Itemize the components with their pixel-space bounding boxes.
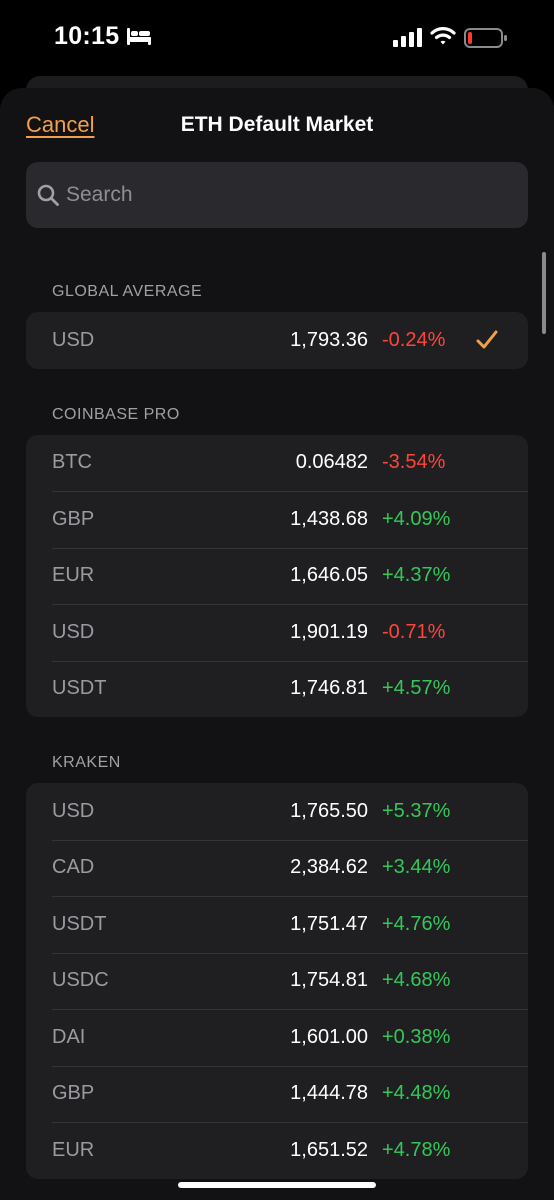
price-value: 1,765.50 [290,799,368,822]
currency-label: DAI [52,1025,86,1048]
change-percent: -3.54% [382,451,446,474]
battery-low-icon [464,28,507,48]
price-value: 1,601.00 [290,1025,368,1048]
change-percent: +4.37% [382,564,451,587]
price-value: 1,746.81 [290,677,368,700]
search-icon [37,184,59,206]
market-row[interactable]: USDT 1,751.47 +4.76% [26,896,528,953]
currency-label: EUR [52,1138,95,1161]
currency-label: GBP [52,1082,95,1105]
price-value: 1,751.47 [290,912,368,935]
change-percent: -0.71% [382,620,446,643]
market-row[interactable]: USDC 1,754.81 +4.68% [26,952,528,1010]
change-percent: +5.37% [382,799,451,822]
checkmark-icon [476,330,498,349]
currency-label: GBP [52,507,95,530]
change-percent: +4.78% [382,1138,451,1161]
market-group: BTC 0.06482 -3.54% GBP 1,438.68 +4.09% EUR 1,64… [26,434,528,718]
market-row[interactable]: GBP 1,444.78 +4.48% [26,1065,528,1123]
market-row[interactable]: DAI 1,601.00 +0.38% [26,1009,528,1066]
market-row[interactable]: CAD 2,384.62 +3.44% [26,839,528,897]
market-row[interactable]: EUR 1,651.52 +4.78% [26,1122,528,1179]
market-list: GLOBAL AVERAGE USD 1,793.36 -0.24% COINBASE … [26,268,528,1200]
market-row[interactable]: USD 1,765.50 +5.37% [26,783,528,840]
price-value: 1,754.81 [290,969,368,992]
price-value: 1,793.36 [290,328,368,351]
change-percent: +3.44% [382,856,451,879]
change-percent: +0.38% [382,1025,451,1048]
change-percent: +4.09% [382,507,451,530]
navigation-bar: Cancel ETH Default Market [0,88,554,162]
scroll-indicator[interactable] [542,252,546,334]
status-time: 10:15 [54,22,120,50]
currency-label: CAD [52,856,95,879]
market-row[interactable]: EUR 1,646.05 +4.37% [26,547,528,605]
currency-label: USD [52,620,95,643]
price-value: 1,901.19 [290,620,368,643]
search-bar[interactable] [26,162,528,228]
currency-label: USDT [52,677,107,700]
currency-label: USD [52,799,95,822]
page-title: ETH Default Market [180,113,374,136]
home-indicator[interactable] [178,1182,376,1188]
change-percent: +4.68% [382,969,451,992]
cellular-signal-icon [393,28,422,47]
status-bar: 10:15 [0,0,554,76]
section-header: GLOBAL AVERAGE [52,283,203,300]
section-header: KRAKEN [52,754,121,771]
market-row[interactable]: USDT 1,746.81 +4.57% [26,660,528,718]
change-percent: -0.24% [382,328,446,351]
bed-icon [127,28,151,45]
currency-label: EUR [52,564,95,587]
cancel-button[interactable]: Cancel [26,112,95,137]
price-value: 1,651.52 [290,1138,368,1161]
market-group: USD 1,793.36 -0.24% [26,312,528,369]
search-input[interactable] [66,183,528,207]
price-value: 1,646.05 [290,564,368,587]
currency-label: USD [52,328,95,351]
price-value: 1,444.78 [290,1082,368,1105]
currency-label: USDT [52,912,107,935]
price-value: 0.06482 [295,451,368,474]
change-percent: +4.76% [382,912,451,935]
price-value: 1,438.68 [290,507,368,530]
price-value: 2,384.62 [290,856,368,879]
market-row[interactable]: USD 1,901.19 -0.71% [26,604,528,661]
market-row[interactable]: BTC 0.06482 -3.54% [26,435,528,492]
market-picker-sheet: Cancel ETH Default Market GLOBAL AVERAGE… [0,88,554,1200]
section-header: COINBASE PRO [52,405,180,423]
currency-label: USDC [52,969,109,992]
currency-label: BTC [52,451,92,474]
market-group: USD 1,765.50 +5.37% CAD 2,384.62 +3.44% USDT 1,… [26,783,528,1179]
change-percent: +4.48% [382,1082,451,1105]
change-percent: +4.57% [382,677,451,700]
wifi-icon [430,27,456,45]
market-row[interactable]: GBP 1,438.68 +4.09% [26,491,528,548]
market-row[interactable]: USD 1,793.36 -0.24% [26,312,528,369]
